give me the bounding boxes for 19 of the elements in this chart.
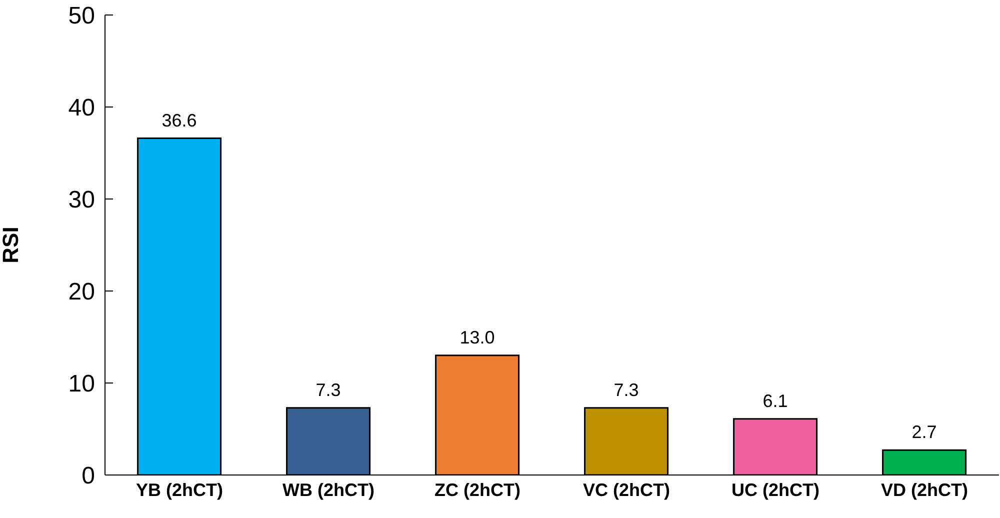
- data-label: 7.3: [614, 380, 639, 400]
- y-tick-label: 50: [68, 2, 95, 30]
- y-tick-label: 10: [68, 370, 95, 398]
- data-label: 13.0: [460, 327, 495, 348]
- data-label: 2.7: [912, 422, 937, 442]
- data-label: 7.3: [316, 380, 341, 400]
- x-tick-label: YB (2hCT): [136, 480, 223, 500]
- x-tick-label: WB (2hCT): [282, 480, 374, 500]
- y-axis-title: RSI: [0, 226, 23, 264]
- y-tick-label: 20: [68, 278, 95, 306]
- x-tick-label: ZC (2hCT): [434, 480, 520, 500]
- y-tick-label: 40: [68, 94, 95, 122]
- data-label: 36.6: [162, 110, 197, 130]
- x-tick-label: VC (2hCT): [583, 480, 670, 500]
- y-tick-label: 30: [68, 186, 95, 214]
- y-tick-label: 0: [82, 462, 95, 490]
- x-tick-label: VD (2hCT): [881, 480, 968, 500]
- data-label: 6.1: [762, 390, 788, 411]
- x-tick-label: UC (2hCT): [732, 480, 820, 500]
